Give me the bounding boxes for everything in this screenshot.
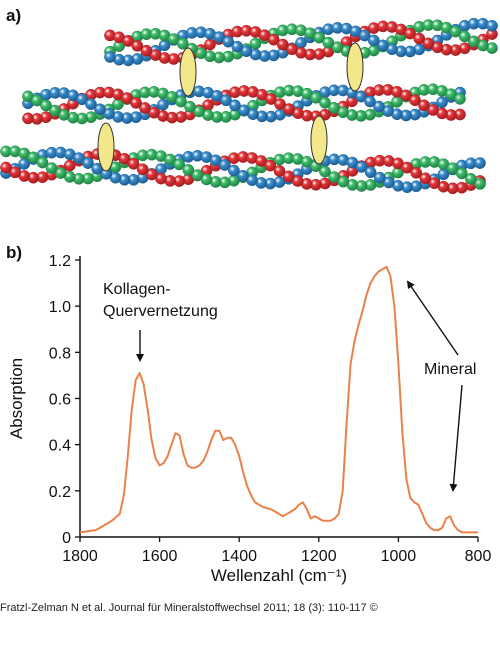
chart-series-layer — [79, 265, 478, 534]
y-tick-label: 0.4 — [49, 438, 71, 455]
collagen-crosslink-illustration — [0, 17, 498, 195]
collagen-triple-helix — [22, 83, 466, 125]
y-tick-label: 0 — [62, 530, 71, 547]
crosslink-marker — [97, 122, 115, 172]
chart-annotations: Kollagen- Quervernetzung Mineral — [103, 280, 476, 492]
x-axis-label: Wellenzahl (cm⁻¹) — [211, 566, 347, 585]
y-tick-label: 1.0 — [49, 299, 71, 316]
arrow-mineral-secondary — [449, 384, 463, 492]
x-tick-label: 1800 — [62, 548, 98, 565]
crosslink-marker — [346, 42, 364, 92]
panel-b-label: b) — [6, 243, 23, 262]
arrow-mineral-main — [406, 280, 459, 356]
x-tick-label: 800 — [465, 548, 492, 565]
crosslink-marker — [310, 115, 328, 165]
ftir-spectrum-chart: 0 0.2 0.4 0.6 0.8 1.0 1.2 1800 1600 1400 1200 1000 8… — [7, 253, 491, 585]
x-tick-label: 1200 — [301, 548, 337, 565]
y-tick-label: 0.2 — [49, 484, 71, 501]
y-tick-label: 0.8 — [49, 345, 71, 362]
collagen-triple-helix — [104, 17, 498, 67]
y-tick-label: 1.2 — [49, 253, 71, 270]
annotation-crosslink-line2: Quervernetzung — [103, 303, 218, 320]
series-line-absorption — [79, 265, 478, 534]
x-tick-label: 1400 — [221, 548, 257, 565]
figure-caption: Fratzl-Zelman N et al. Journal für Miner… — [0, 602, 378, 614]
panel-a-label: a) — [6, 6, 22, 25]
annotation-crosslink-line1: Kollagen- — [103, 281, 171, 298]
annotation-mineral: Mineral — [424, 361, 476, 378]
y-tick-label: 0.6 — [49, 392, 71, 409]
collagen-triple-helix — [0, 145, 486, 195]
y-axis-label: Absorption — [7, 358, 26, 439]
chart-axes: 0 0.2 0.4 0.6 0.8 1.0 1.2 1800 1600 1400 1200 1000 8… — [7, 253, 491, 585]
x-tick-label: 1600 — [142, 548, 178, 565]
crosslink-marker — [179, 47, 197, 97]
x-tick-label: 1000 — [381, 548, 417, 565]
